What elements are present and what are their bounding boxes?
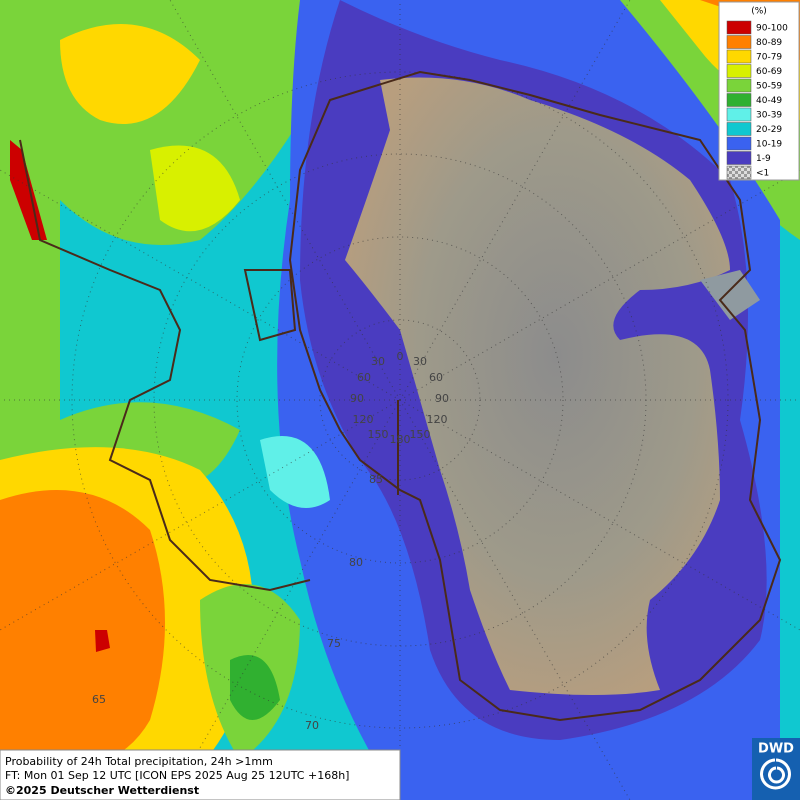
logo: DWD [752, 738, 800, 800]
legend-label: 70-79 [756, 53, 782, 63]
longitude-label: 30 [413, 355, 427, 368]
longitude-label: 150 [410, 428, 431, 441]
legend-swatch [726, 35, 752, 49]
longitude-label: 0 [397, 350, 404, 363]
latitude-label: 80 [349, 556, 363, 569]
longitude-label: 60 [357, 371, 371, 384]
legend-swatch [726, 151, 752, 165]
legend-swatch [726, 136, 752, 151]
legend-swatch [726, 49, 752, 64]
legend-swatch [726, 78, 752, 93]
legend-swatch [726, 122, 752, 136]
legend-swatch [726, 93, 752, 107]
legend-label: 40-49 [756, 96, 782, 106]
longitude-label: 30 [371, 355, 385, 368]
legend-label: 90-100 [756, 24, 788, 34]
latitude-label: 85 [369, 473, 383, 486]
latitude-label: 65 [92, 693, 106, 706]
footer-box [0, 749, 401, 800]
legend-label: 50-59 [756, 82, 782, 92]
latitude-label: 75 [327, 637, 341, 650]
longitude-label: 90 [350, 392, 364, 405]
footer-line: Probability of 24h Total precipitation, … [5, 755, 273, 768]
longitude-label: 120 [353, 413, 374, 426]
longitude-label: 180 [390, 433, 411, 446]
legend-label: 60-69 [756, 67, 782, 77]
latitude-label: 70 [305, 719, 319, 732]
longitude-label: 60 [429, 371, 443, 384]
legend-swatch [726, 20, 752, 35]
legend-label: 10-19 [756, 140, 782, 150]
legend-title: (%) [751, 7, 767, 17]
legend-label: 1-9 [756, 154, 771, 164]
logo-text: DWD [758, 742, 794, 757]
legend-swatch [726, 64, 752, 78]
footer: Probability of 24h Total precipitation, … [0, 749, 401, 800]
legend: (%) 90-100 80-89 70-79 60-69 50-59 40-49 30-39… [718, 1, 800, 181]
legend-label: <1 [756, 169, 769, 179]
logo-swirl [760, 758, 791, 790]
legend-swatch [726, 107, 752, 122]
longitude-label: 150 [368, 428, 389, 441]
footer-copyright: ©2025 Deutscher Wetterdienst [5, 784, 199, 797]
legend-label: 20-29 [756, 125, 782, 135]
footer-line: FT: Mon 01 Sep 12 UTC [ICON EPS 2025 Aug… [5, 769, 349, 782]
legend-label: 80-89 [756, 38, 782, 48]
legend-swatch [726, 165, 752, 180]
longitude-label: 120 [427, 413, 448, 426]
longitude-label: 90 [435, 392, 449, 405]
legend-label: 30-39 [756, 111, 782, 121]
